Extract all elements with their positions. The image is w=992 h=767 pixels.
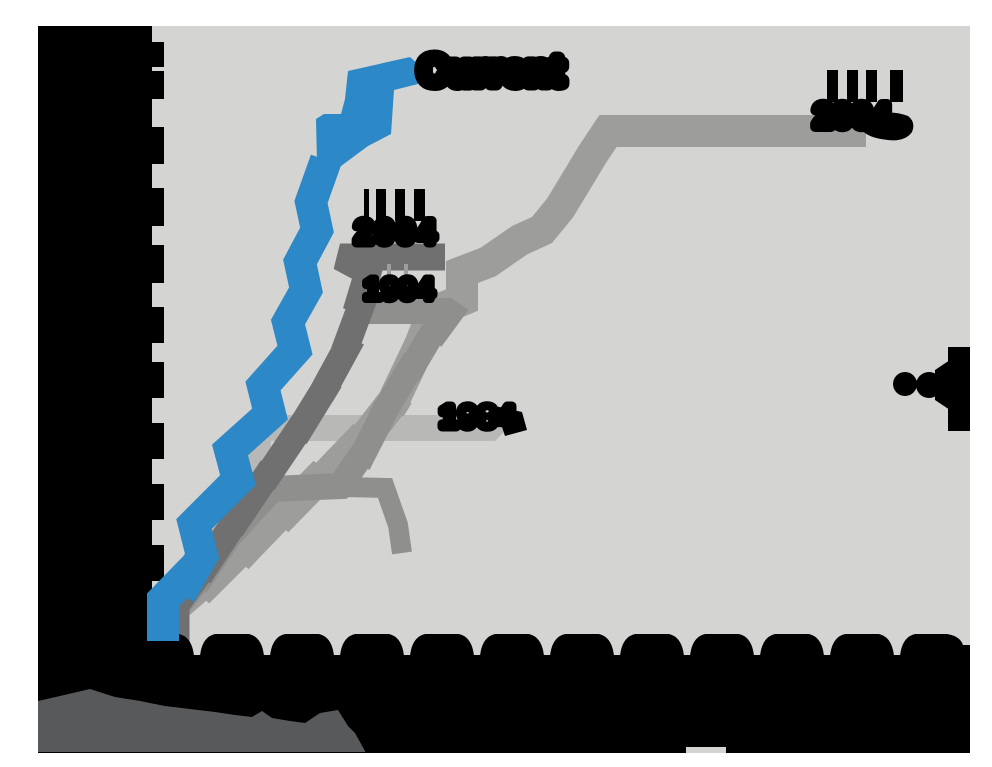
svg-text:Current: Current: [419, 49, 563, 93]
svg-text:1994: 1994: [364, 273, 435, 306]
svg-text:2004: 2004: [355, 214, 438, 250]
